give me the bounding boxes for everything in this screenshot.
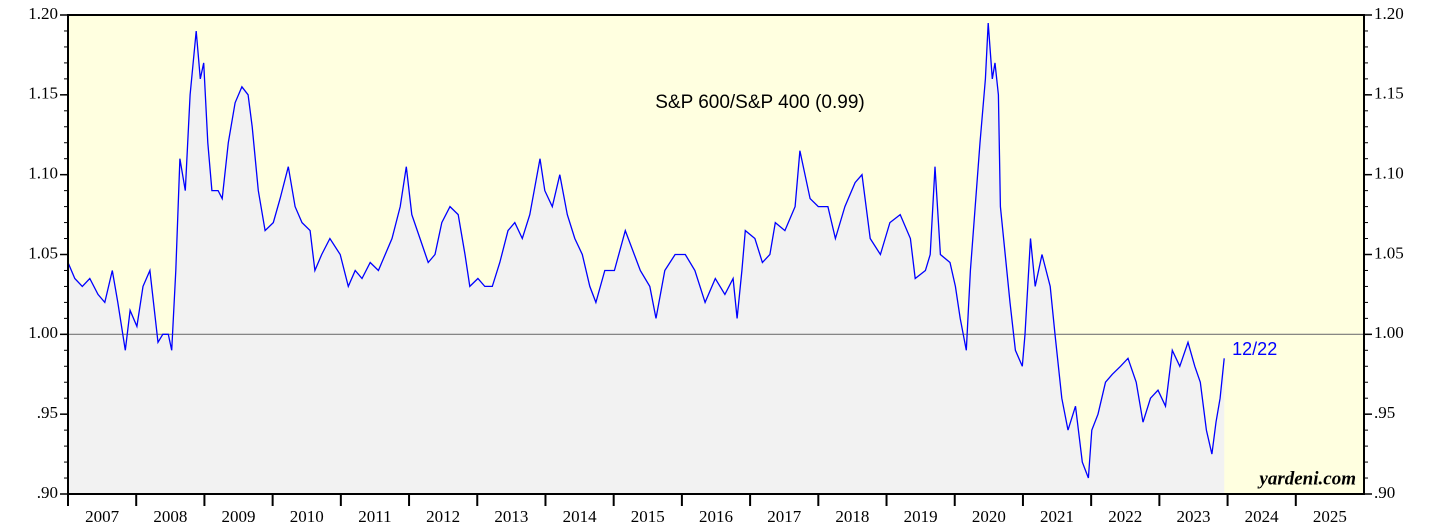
line xyxy=(67,22,1225,479)
y2-tick-label: 1.15 xyxy=(1374,84,1404,103)
y-tick-label: 1.05 xyxy=(28,243,58,262)
x-tick-label: 2007 xyxy=(85,507,120,526)
x-tick-label: 2020 xyxy=(972,507,1006,526)
x-tick-label: 2018 xyxy=(835,507,869,526)
area xyxy=(68,23,1225,494)
x-tick-label: 2023 xyxy=(1176,507,1210,526)
x-tick-label: 2014 xyxy=(563,507,598,526)
y-tick-label: .90 xyxy=(37,483,58,502)
x-tick-label: 2024 xyxy=(1245,507,1280,526)
y2-tick-label: 1.05 xyxy=(1374,243,1404,262)
y2-tick-label: .90 xyxy=(1374,483,1395,502)
y2-tick-label: 1.20 xyxy=(1374,4,1404,23)
x-tick-label: 2010 xyxy=(290,507,324,526)
x-tick-label: 2009 xyxy=(222,507,256,526)
source-label: yardeni.com xyxy=(1257,468,1356,489)
y-tick-label: 1.10 xyxy=(28,164,58,183)
x-tick-label: 2011 xyxy=(358,507,391,526)
end-label: 12/22 xyxy=(1232,339,1277,359)
chart-title: S&P 600/S&P 400 (0.99) xyxy=(655,92,865,113)
x-tick-label: 2013 xyxy=(494,507,528,526)
x-tick-label: 2012 xyxy=(426,507,460,526)
x-tick-label: 2008 xyxy=(153,507,187,526)
y2-tick-label: 1.10 xyxy=(1374,164,1404,183)
x-tick-label: 2017 xyxy=(767,507,802,526)
y-tick-label: 1.00 xyxy=(28,323,58,342)
y-tick-label: 1.15 xyxy=(28,84,58,103)
y-tick-label: .95 xyxy=(37,403,58,422)
y2-tick-label: 1.00 xyxy=(1374,323,1404,342)
x-tick-label: 2021 xyxy=(1040,507,1074,526)
y2-tick-label: .95 xyxy=(1374,403,1395,422)
x-tick-label: 2016 xyxy=(699,507,733,526)
x-tick-label: 2025 xyxy=(1313,507,1347,526)
x-tick-label: 2022 xyxy=(1108,507,1142,526)
x-tick-label: 2019 xyxy=(904,507,938,526)
y-tick-label: 1.20 xyxy=(28,4,58,23)
x-tick-label: 2015 xyxy=(631,507,665,526)
